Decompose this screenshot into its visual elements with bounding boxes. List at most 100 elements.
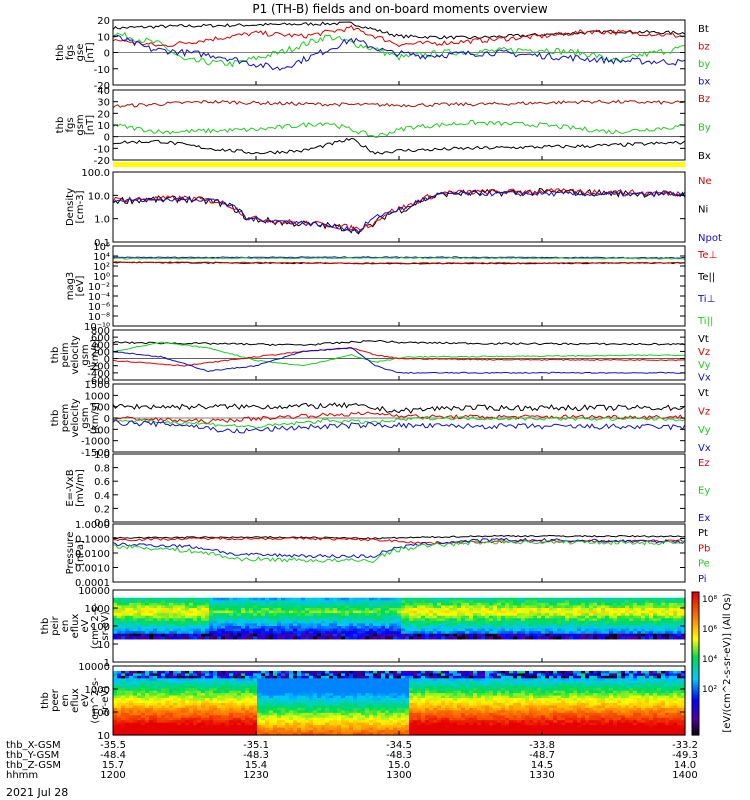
spectrogram-cell	[129, 631, 134, 635]
spectrogram-cell	[261, 685, 266, 689]
spectrogram-cell	[229, 626, 234, 630]
spectrogram-cell	[649, 602, 654, 607]
spectrogram-cell	[333, 698, 338, 702]
spectrogram-cell	[637, 597, 642, 601]
spectrogram-cell	[581, 615, 586, 619]
spectrogram-cell	[297, 673, 302, 677]
spectrogram-cell	[317, 670, 322, 674]
spectrogram-cell	[661, 602, 666, 607]
spectrogram-cell	[445, 705, 450, 709]
spectrogram-cell	[505, 720, 510, 724]
spectrogram-cell	[485, 675, 490, 679]
spectrogram-cell	[329, 618, 334, 622]
spectrogram-cell	[413, 620, 418, 625]
spectrogram-cell	[465, 670, 470, 674]
spectrogram-cell	[369, 631, 374, 635]
spectrogram-cell	[665, 610, 670, 614]
spectrogram-cell	[645, 620, 650, 625]
spectrogram-cell	[649, 615, 654, 619]
spectrogram-cell	[337, 605, 342, 609]
spectrogram-cell	[421, 720, 426, 724]
spectrogram-cell	[345, 602, 350, 607]
spectrogram-cell	[245, 597, 250, 601]
spectrogram-cell	[413, 683, 418, 687]
spectrogram-cell	[153, 670, 158, 674]
spectrogram-cell	[141, 693, 146, 697]
spectrogram-cell	[489, 715, 494, 719]
spectrogram-cell	[489, 620, 494, 625]
spectrogram-cell	[485, 683, 490, 687]
spectrogram-cell	[501, 702, 506, 707]
spectrogram-cell	[349, 695, 354, 699]
spectrogram-cell	[529, 600, 534, 604]
spectrogram-cell	[333, 730, 338, 734]
spectrogram-cell	[237, 685, 242, 689]
spectrogram-cell	[213, 670, 218, 674]
spectrogram-cell	[145, 680, 150, 684]
spectrogram-cell	[657, 618, 662, 622]
spectrogram-cell	[209, 702, 214, 707]
spectrogram-cell	[421, 610, 426, 614]
spectrogram-cell	[313, 700, 318, 704]
spectrogram-cell	[453, 628, 458, 632]
spectrogram-cell	[237, 698, 242, 702]
spectrogram-cell	[161, 631, 166, 635]
spectrogram-cell	[117, 597, 122, 601]
spectrogram-cell	[617, 618, 622, 622]
spectrogram-cell	[305, 613, 310, 617]
spectrogram-cell	[517, 685, 522, 689]
spectrogram-cell	[225, 717, 230, 721]
spectrogram-cell	[313, 620, 318, 625]
spectrogram-cell	[441, 727, 446, 731]
spectrogram-cell	[581, 636, 586, 640]
spectrogram-cell	[177, 717, 182, 721]
spectrogram-cell	[301, 633, 306, 637]
spectrogram-cell	[133, 631, 138, 635]
spectrogram-cell	[457, 680, 462, 684]
spectrogram-cell	[329, 715, 334, 719]
spectrogram-cell	[361, 631, 366, 635]
spectrogram-cell	[381, 608, 386, 612]
spectrogram-cell	[557, 618, 562, 622]
spectrogram-cell	[357, 620, 362, 625]
spectrogram-cell	[249, 670, 254, 674]
spectrogram-cell	[457, 623, 462, 627]
spectrogram-cell	[429, 693, 434, 697]
spectrogram-cell	[417, 605, 422, 609]
spectrogram-cell	[533, 615, 538, 619]
spectrogram-cell	[333, 626, 338, 630]
spectrogram-cell	[349, 693, 354, 697]
spectrogram-cell	[377, 675, 382, 679]
spectrogram-cell	[485, 730, 490, 734]
spectrogram-cell	[437, 688, 442, 692]
spectrogram-cell	[501, 717, 506, 721]
spectrogram-cell	[365, 675, 370, 679]
spectrogram-cell	[177, 678, 182, 682]
spectrogram-cell	[289, 678, 294, 682]
spectrogram-cell	[633, 628, 638, 632]
spectrogram-cell	[453, 715, 458, 719]
spectrogram-cell	[141, 705, 146, 709]
spectrogram-cell	[141, 675, 146, 679]
spectrogram-cell	[441, 732, 446, 736]
spectrogram-cell	[317, 722, 322, 726]
spectrogram-cell	[249, 631, 254, 635]
spectrogram-cell	[565, 597, 570, 601]
spectrogram-cell	[401, 730, 406, 734]
spectrogram-cell	[421, 618, 426, 622]
spectrogram-cell	[177, 613, 182, 617]
spectrogram-cell	[169, 725, 174, 729]
spectrogram-cell	[489, 710, 494, 714]
spectrogram-cell	[381, 715, 386, 719]
spectrogram-cell	[305, 693, 310, 697]
spectrogram-cell	[453, 608, 458, 612]
spectrogram-cell	[213, 683, 218, 687]
spectrogram-cell	[201, 717, 206, 721]
spectrogram-cell	[189, 693, 194, 697]
spectrogram-cell	[277, 623, 282, 627]
spectrogram-cell	[325, 631, 330, 635]
spectrogram-cell	[229, 722, 234, 726]
spectrogram-cell	[289, 707, 294, 711]
spectrogram-cell	[513, 623, 518, 627]
spectrogram-cell	[185, 690, 190, 694]
